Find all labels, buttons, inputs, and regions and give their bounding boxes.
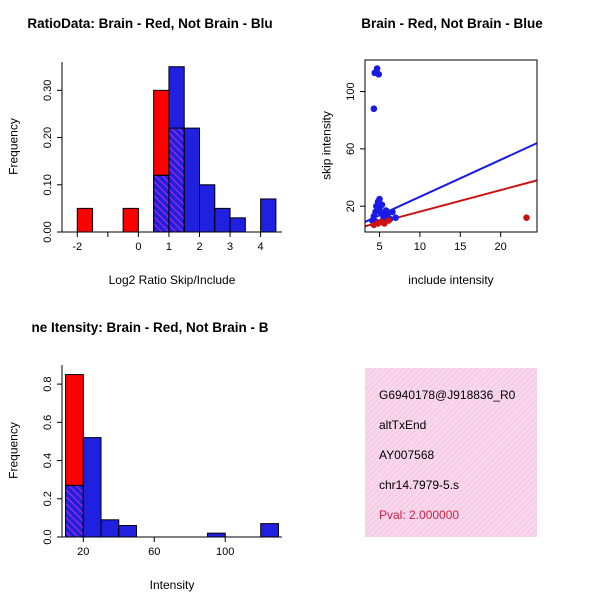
not-brain-fit-line bbox=[364, 142, 538, 223]
tick-label: 20 bbox=[77, 546, 89, 558]
tick-label: 100 bbox=[345, 82, 357, 100]
histogram-bar bbox=[229, 217, 246, 233]
histogram-bar bbox=[65, 484, 84, 538]
tick-label: -2 bbox=[72, 241, 82, 253]
tick-label: 0.8 bbox=[42, 376, 54, 391]
histogram-bar bbox=[100, 519, 120, 538]
data-point bbox=[392, 214, 399, 221]
histogram-bar bbox=[206, 532, 226, 538]
tick-label: 3 bbox=[227, 241, 233, 253]
hist-overlap-hatch bbox=[65, 484, 84, 538]
tick-label: 60 bbox=[345, 143, 357, 155]
tick-label: 15 bbox=[454, 241, 466, 253]
tick-label: 0.2 bbox=[42, 491, 54, 506]
tick-label: 20 bbox=[345, 200, 357, 212]
tick-label: 60 bbox=[148, 546, 160, 558]
gene-info-box: G6940178@J918836_R0 altTxEnd AY007568 chr14… bbox=[365, 368, 537, 537]
histogram-bar bbox=[183, 127, 201, 233]
tick-label: 4 bbox=[258, 241, 264, 253]
tick-label: 1 bbox=[166, 241, 172, 253]
info-line: G6940178@J918836_R0 bbox=[379, 388, 516, 402]
tick-labels: 5 10 15 20 20 60 100 bbox=[345, 82, 507, 253]
plot-border bbox=[364, 59, 538, 233]
histogram-bar bbox=[118, 525, 138, 538]
data-point bbox=[376, 195, 383, 203]
histogram-bar bbox=[199, 184, 216, 233]
tick-label: 0.4 bbox=[42, 453, 54, 468]
tick-label: 5 bbox=[376, 241, 382, 253]
ratio-histogram-xlabel: Log2 Ratio Skip/Include bbox=[108, 273, 236, 287]
histogram-bar bbox=[76, 207, 94, 233]
axes bbox=[57, 365, 282, 542]
tick-label: 0.6 bbox=[42, 415, 54, 430]
ratio-histogram-ylabel: Frequency bbox=[6, 118, 21, 175]
data-point bbox=[385, 217, 392, 224]
tick-label: 0.30 bbox=[42, 80, 54, 101]
tick-label: 0.00 bbox=[42, 221, 54, 242]
intensity-histogram-xlabel: Intensity bbox=[149, 578, 195, 592]
histogram-bar bbox=[168, 127, 185, 233]
data-point bbox=[375, 71, 383, 78]
intensity-histogram-title: ne Itensity: Brain - Red, Not Brain - B bbox=[31, 320, 269, 335]
tick-label: 10 bbox=[414, 241, 426, 253]
data-point bbox=[523, 214, 530, 221]
tick-label: 100 bbox=[216, 546, 234, 558]
scatter-title: Brain - Red, Not Brain - Blue bbox=[361, 16, 543, 31]
histogram-bar bbox=[214, 207, 231, 233]
info-line: altTxEnd bbox=[379, 418, 427, 432]
histogram-bar bbox=[260, 523, 279, 538]
histogram-bar bbox=[153, 174, 170, 233]
tick-label: 0.10 bbox=[42, 174, 54, 195]
hist-bars-blue bbox=[65, 437, 279, 538]
data-point bbox=[389, 208, 396, 216]
tick-label: 2 bbox=[196, 241, 202, 253]
ratio-histogram-title: RatioData: Brain - Red, Not Brain - Blu bbox=[27, 16, 273, 31]
scatter-points-not-brain bbox=[368, 65, 399, 226]
plot-box bbox=[360, 59, 538, 237]
tick-labels: 20 60 100 0.0 0.2 0.4 0.6 0.8 bbox=[42, 376, 234, 558]
scatter-points-brain bbox=[370, 214, 530, 229]
tick-label: 0 bbox=[135, 241, 141, 253]
intensity-histogram-ylabel: Frequency bbox=[6, 422, 21, 479]
info-line: Pval: 2.000000 bbox=[379, 508, 460, 522]
histogram-bar bbox=[260, 198, 277, 233]
info-line: chr14.7979-5.s bbox=[379, 478, 460, 492]
data-point bbox=[378, 201, 386, 209]
scatter-xlabel: include intensity bbox=[408, 273, 494, 287]
tick-label: 0.20 bbox=[42, 127, 54, 148]
info-line: AY007568 bbox=[379, 448, 435, 462]
data-point bbox=[373, 65, 381, 72]
tick-label: 20 bbox=[495, 241, 507, 253]
histogram-bar bbox=[82, 437, 102, 538]
scatter-ylabel: skip intensity bbox=[319, 111, 334, 180]
axes bbox=[57, 62, 282, 237]
tick-labels: -2 0 1 2 3 4 0.00 0.10 0.20 0.30 bbox=[42, 80, 264, 253]
tick-label: 0.0 bbox=[42, 529, 54, 544]
histogram-bar bbox=[122, 207, 139, 233]
data-point bbox=[370, 105, 378, 113]
